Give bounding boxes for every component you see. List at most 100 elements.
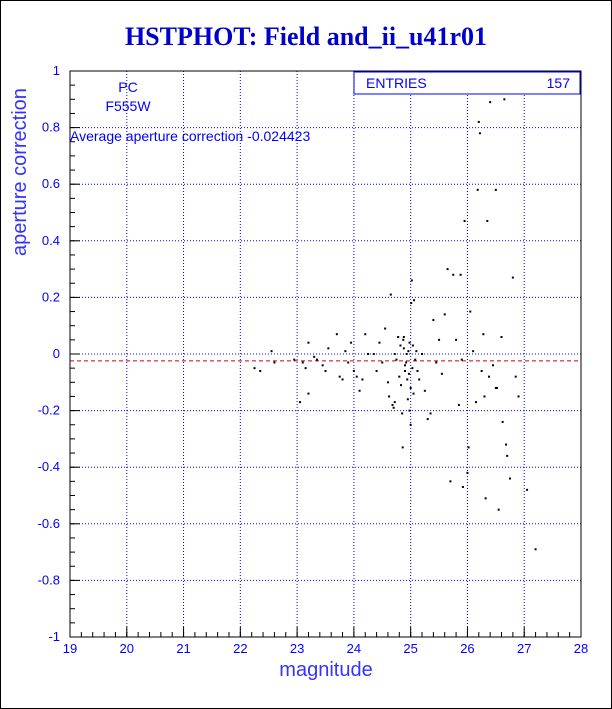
y-tick-label: 0 bbox=[53, 346, 60, 361]
y-tick-label: 1 bbox=[53, 63, 60, 78]
data-point bbox=[327, 347, 330, 350]
data-point bbox=[405, 361, 408, 364]
data-point bbox=[411, 367, 414, 370]
data-point bbox=[459, 273, 462, 276]
data-point bbox=[406, 378, 409, 381]
y-tick-labels: -1 -0.8 -0.6 -0.4 -0.2 0 0.2 0.4 0.6 0.8 1 bbox=[38, 63, 60, 644]
data-point bbox=[408, 341, 411, 344]
data-point bbox=[476, 188, 479, 191]
data-point bbox=[501, 420, 504, 423]
data-point bbox=[526, 488, 529, 491]
x-tick-label: 23 bbox=[290, 641, 304, 656]
data-point bbox=[307, 392, 310, 395]
x-tick-label: 25 bbox=[403, 641, 417, 656]
data-point bbox=[416, 369, 419, 372]
data-point bbox=[497, 508, 500, 511]
data-point bbox=[301, 361, 304, 364]
data-point bbox=[415, 350, 418, 353]
chart-title: HSTPHOT: Field and_ii_u41r01 bbox=[124, 22, 488, 51]
data-point bbox=[410, 302, 413, 305]
data-point bbox=[477, 120, 480, 123]
data-point bbox=[352, 369, 355, 372]
data-point bbox=[402, 336, 405, 339]
data-point bbox=[386, 381, 389, 384]
data-point bbox=[335, 333, 338, 336]
data-point bbox=[474, 401, 477, 404]
data-point bbox=[375, 369, 378, 372]
data-point bbox=[401, 412, 404, 415]
data-point bbox=[455, 338, 458, 341]
data-point bbox=[397, 336, 400, 339]
data-point bbox=[494, 386, 497, 389]
data-point bbox=[393, 353, 396, 355]
data-point bbox=[409, 423, 412, 426]
data-point bbox=[489, 101, 492, 104]
data-point bbox=[435, 361, 438, 364]
data-point bbox=[461, 486, 464, 489]
data-point bbox=[398, 375, 401, 378]
data-point bbox=[517, 395, 520, 398]
data-point bbox=[495, 386, 498, 389]
y-tick-label: -0.6 bbox=[38, 516, 60, 531]
data-point bbox=[472, 350, 475, 353]
data-point bbox=[484, 497, 487, 500]
data-point bbox=[381, 361, 384, 364]
data-point bbox=[478, 132, 481, 135]
data-point bbox=[411, 344, 414, 347]
data-point bbox=[402, 347, 405, 350]
entries-value: 157 bbox=[547, 75, 571, 91]
average-annotation: Average aperture correction -0.024423 bbox=[70, 128, 310, 144]
data-point bbox=[480, 369, 483, 372]
data-point bbox=[403, 369, 406, 372]
data-point bbox=[452, 273, 455, 276]
x-tick-label: 26 bbox=[460, 641, 474, 656]
data-point bbox=[413, 299, 416, 302]
x-tick-labels: 19 20 21 22 23 24 25 26 27 28 bbox=[63, 641, 588, 656]
data-point bbox=[253, 367, 256, 370]
camera-label: PC bbox=[118, 79, 137, 95]
data-point bbox=[392, 406, 395, 409]
data-point bbox=[393, 401, 396, 404]
y-tick-label: -0.4 bbox=[38, 459, 60, 474]
x-tick-label: 27 bbox=[517, 641, 531, 656]
data-point bbox=[407, 350, 410, 353]
data-point bbox=[534, 548, 537, 551]
data-point bbox=[438, 338, 441, 341]
data-point bbox=[315, 358, 318, 361]
data-point bbox=[388, 395, 391, 398]
y-tick-label: -1 bbox=[48, 629, 60, 644]
data-point bbox=[402, 338, 405, 341]
data-point bbox=[361, 378, 364, 381]
data-point bbox=[405, 353, 408, 355]
data-point bbox=[409, 386, 412, 389]
data-point bbox=[399, 344, 402, 347]
data-point bbox=[511, 276, 514, 279]
data-point bbox=[460, 358, 463, 361]
data-point bbox=[509, 477, 512, 480]
data-point bbox=[344, 350, 347, 353]
y-tick-label: 0.4 bbox=[42, 233, 60, 248]
data-point bbox=[313, 355, 316, 358]
data-point bbox=[347, 361, 350, 364]
data-point bbox=[426, 418, 429, 421]
entries-label: ENTRIES bbox=[366, 75, 427, 91]
data-point bbox=[355, 375, 358, 378]
data-point bbox=[341, 378, 344, 381]
data-point bbox=[408, 409, 411, 412]
data-point bbox=[421, 353, 424, 355]
data-point bbox=[389, 293, 392, 296]
data-point bbox=[483, 395, 486, 398]
data-point bbox=[414, 358, 417, 361]
data-point bbox=[403, 364, 406, 367]
x-tick-label: 28 bbox=[574, 641, 588, 656]
data-point bbox=[494, 188, 497, 191]
stats-box bbox=[353, 71, 581, 95]
data-point bbox=[406, 398, 409, 401]
data-point bbox=[467, 446, 470, 449]
data-point bbox=[488, 375, 491, 378]
data-point bbox=[418, 378, 421, 381]
data-point bbox=[486, 219, 489, 222]
data-point bbox=[449, 480, 452, 483]
data-point bbox=[505, 443, 508, 446]
data-point bbox=[463, 219, 466, 222]
